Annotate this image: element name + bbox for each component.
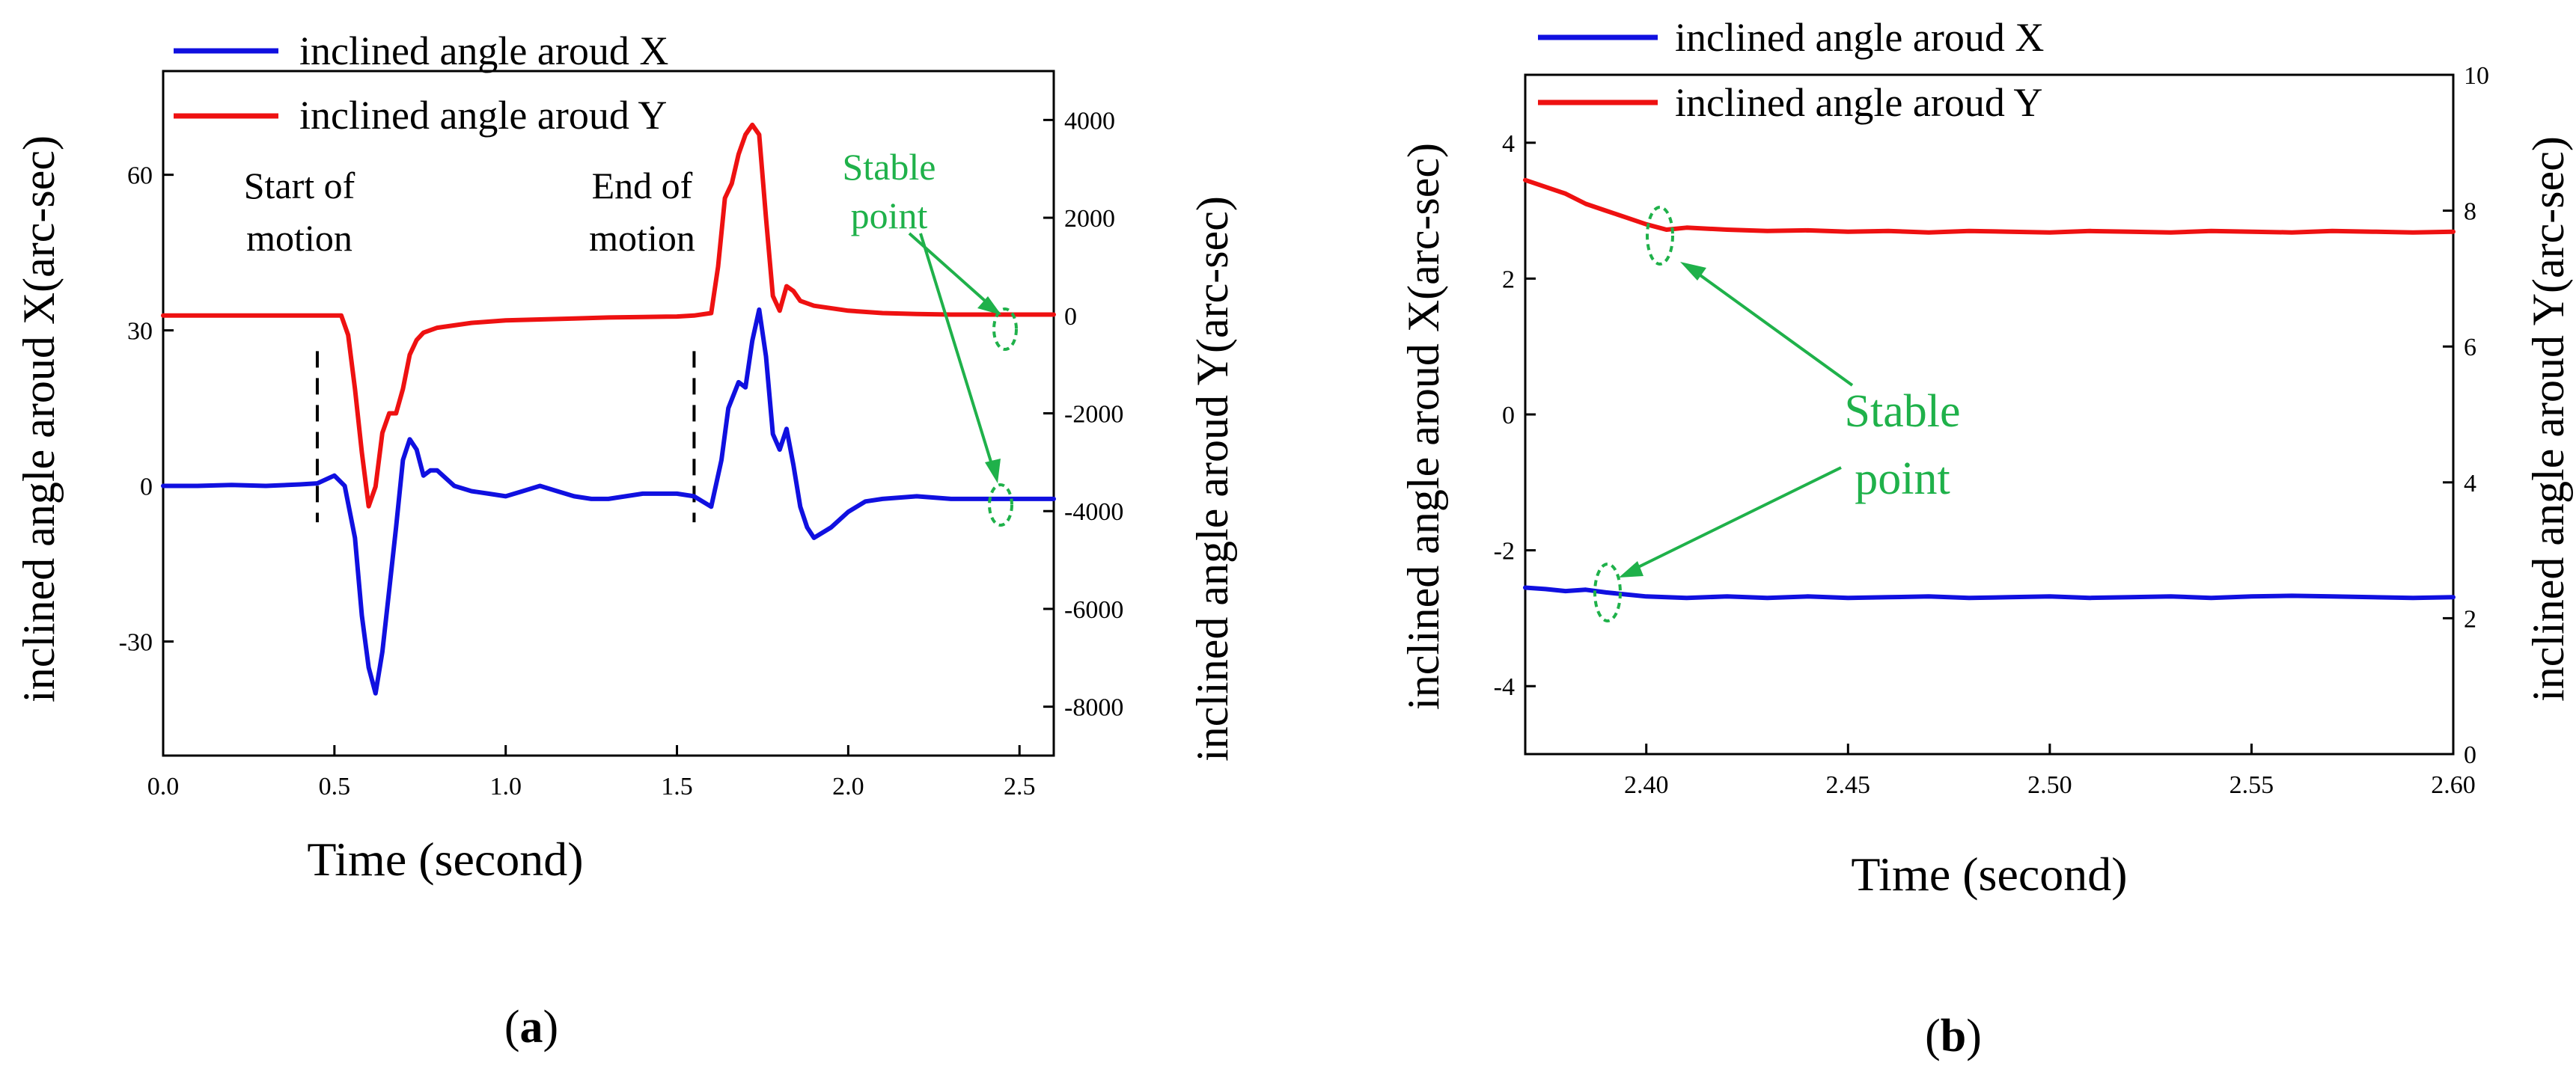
stable-arrow-lower-a [919,233,995,472]
y-tick-label-right: 10 [2464,62,2489,90]
y-axis-label-left-b: inclined angle aroud X(arc-sec) [1399,143,1448,710]
y-tick-label-left: 2 [1502,266,1515,293]
y-tick-label-left: -4 [1494,673,1515,701]
stable-arrow-upper-a [908,232,993,308]
stable-arrowhead-lower-a [985,459,1001,483]
panel-b: 2.40 2.45 2.50 2.55 2.60 -4 -2 0 2 4 0 2 4 6 8 10 inc… [1399,15,2573,1062]
stable-arrowhead-lower-b [1619,561,1643,578]
series-b [1523,177,2456,601]
annotation-end-line2: motion [589,217,695,259]
x-tick-label: 2.0 [832,773,864,800]
x-axis-label-b: Time (second) [1851,848,2127,901]
legend-label-y-b: inclined angle aroud Y [1675,80,2042,125]
y-tick-label-right: 4000 [1064,107,1115,135]
y-tick-label-right: -8000 [1064,694,1123,722]
y-axis-label-left-a: inclined angle aroud X(arc-sec) [14,135,64,702]
x-ticks-a: 0.0 0.5 1.0 1.5 2.0 2.5 [147,745,1036,800]
panel-label-a-close: ) [543,1002,559,1053]
stable-arrowhead-upper-a [977,296,1001,315]
y-tick-label-right: 2 [2464,605,2476,633]
annotation-stable-line2-a: point [851,195,928,236]
y-tick-label-left: -30 [119,629,153,657]
panel-label-b-letter: b [1941,1011,1966,1062]
motion-markers-a [315,351,696,523]
series-line-x-a [161,307,1056,696]
y-tick-label-left: -2 [1494,538,1515,566]
y-tick-label-left: 0 [1502,402,1515,429]
plot-frame-b [1524,73,2455,756]
y-ticks-right-b: 0 2 4 6 8 10 [2443,62,2489,769]
annotation-stable-line2-b: point [1855,453,1950,504]
panel-label-b-close: ) [1966,1011,1982,1062]
x-axis-label-a: Time (second) [307,833,583,886]
stable-ellipse-upper-b [1646,206,1674,266]
y-ticks-right-a: -8000 -6000 -4000 -2000 0 2000 4000 [1043,107,1123,722]
x-tick-label: 2.55 [2229,771,2274,799]
stable-ellipse-lower-a [988,483,1013,527]
y-ticks-left-a: -30 0 30 60 [119,162,174,657]
panel-label-a: (a) [504,1002,558,1053]
y-axis-label-right-a: inclined angle aroud Y(arc-sec) [1188,196,1237,762]
y-tick-label-right: -6000 [1064,596,1123,624]
y-ticks-left-b: -4 -2 0 2 4 [1494,130,1536,701]
y-tick-label-right: 4 [2464,470,2476,497]
stable-arrow-upper-b [1694,270,1854,387]
x-tick-label: 2.40 [1624,771,1669,799]
annotation-stable-line1-b: Stable [1845,386,1961,437]
panel-a: 0.0 0.5 1.0 1.5 2.0 2.5 -30 0 30 60 -8000 -6000 -4… [14,28,1237,1053]
annotation-end-line1: End of [592,165,693,206]
panel-label-a-open: ( [504,1002,520,1053]
y-tick-label-left: 0 [140,474,153,501]
x-tick-label: 0.0 [147,773,180,800]
series-line-y-a [161,122,1056,509]
annotation-start-line2: motion [246,217,352,259]
y-tick-label-right: 0 [2464,741,2476,769]
legend-label-x-b: inclined angle aroud X [1675,15,2044,60]
y-tick-label-right: 0 [1064,303,1077,331]
y-tick-label-right: -4000 [1064,498,1123,526]
panel-label-b: (b) [1925,1011,1982,1062]
x-ticks-b: 2.40 2.45 2.50 2.55 2.60 [1624,744,2476,799]
y-tick-label-left: 60 [127,162,153,190]
y-axis-label-right-b: inclined angle aroud Y(arc-sec) [2524,136,2573,702]
series-line-y-b [1523,177,2456,235]
x-tick-label: 2.45 [1826,771,1871,799]
x-tick-label: 1.0 [489,773,522,800]
y-tick-label-right: 2000 [1064,205,1115,233]
panel-label-b-open: ( [1925,1011,1941,1062]
annotation-stable-line1-a: Stable [843,146,936,188]
annotation-start-line1: Start of [244,165,355,206]
stable-arrow-lower-b [1635,466,1842,570]
panel-label-a-letter: a [520,1002,543,1053]
y-tick-label-right: 8 [2464,198,2476,226]
x-tick-label: 2.5 [1004,773,1036,800]
stable-ellipse-lower-b [1593,563,1622,622]
series-a [161,122,1056,696]
x-tick-label: 1.5 [661,773,693,800]
stable-ellipse-upper-a [992,307,1018,351]
x-tick-label: 2.60 [2431,771,2476,799]
x-tick-label: 0.5 [319,773,351,800]
x-tick-label: 2.50 [2027,771,2072,799]
y-tick-label-left: 4 [1502,130,1515,158]
y-tick-label-right: -2000 [1064,401,1123,429]
legend-label-y-a: inclined angle aroud Y [299,93,667,138]
legend-label-x-a: inclined angle aroud X [299,28,668,73]
y-tick-label-left: 30 [127,318,153,346]
series-line-x-b [1523,585,2456,601]
stable-arrowhead-upper-b [1680,262,1706,281]
y-tick-label-right: 6 [2464,334,2476,361]
